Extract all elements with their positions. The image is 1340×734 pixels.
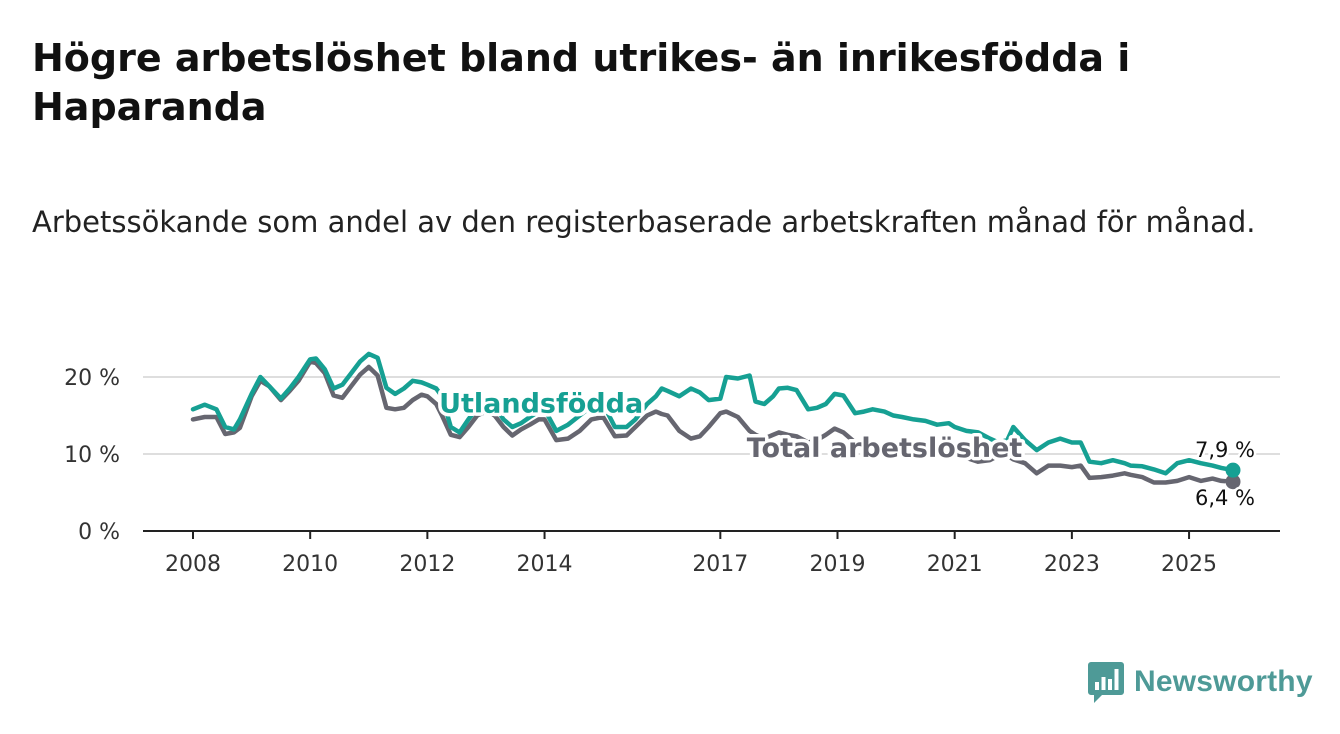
x-tick-label: 2012 (399, 552, 455, 577)
end-point-utlandsfodda (1225, 462, 1241, 478)
y-tick-label: 20 % (64, 366, 120, 391)
series-line-total (190, 359, 1236, 485)
series-labels: Utlandsfödda Total arbetslöshet 7,9 % 6,4 % (436, 385, 1258, 512)
series-label-total: Total arbetslöshet (747, 433, 1023, 464)
series-line-utlandsfodda (190, 351, 1236, 476)
y-axis-tick-labels: 0 % 10 % 20 % (64, 366, 120, 545)
end-point-total (1225, 474, 1241, 490)
end-label-utlandsfodda: 7,9 % (1195, 438, 1255, 462)
x-tick-label: 2023 (1044, 552, 1100, 577)
chart-subtitle: Arbetssökande som andel av den registerb… (32, 205, 1256, 239)
series-label-utlandsfodda: Utlandsfödda (439, 388, 643, 419)
x-tick-label: 2019 (810, 552, 866, 577)
x-axis: 2008 2010 2012 2014 2017 2019 2021 2023 2025 (143, 530, 1280, 577)
x-tick-label: 2010 (282, 552, 338, 577)
y-tick-label: 0 % (78, 520, 120, 545)
brand-name: Newsworthy (1134, 665, 1313, 698)
y-tick-label: 10 % (64, 443, 120, 468)
line-chart: 0 % 10 % 20 % 2008 2010 2012 2014 2017 2019 2021… (64, 351, 1280, 577)
x-tick-label: 2017 (692, 552, 748, 577)
x-tick-label: 2021 (927, 552, 983, 577)
bar-chart-icon (1088, 662, 1124, 703)
series-lines (190, 351, 1241, 490)
gridlines (143, 376, 1280, 455)
x-tick-label: 2025 (1161, 552, 1217, 577)
newsworthy-logo: Newsworthy (1088, 660, 1313, 704)
x-tick-label: 2008 (165, 552, 221, 577)
x-tick-label: 2014 (517, 552, 573, 577)
chart-title: Högre arbetslöshet bland utrikes- än inr… (32, 36, 1131, 129)
end-label-total: 6,4 % (1195, 486, 1255, 510)
